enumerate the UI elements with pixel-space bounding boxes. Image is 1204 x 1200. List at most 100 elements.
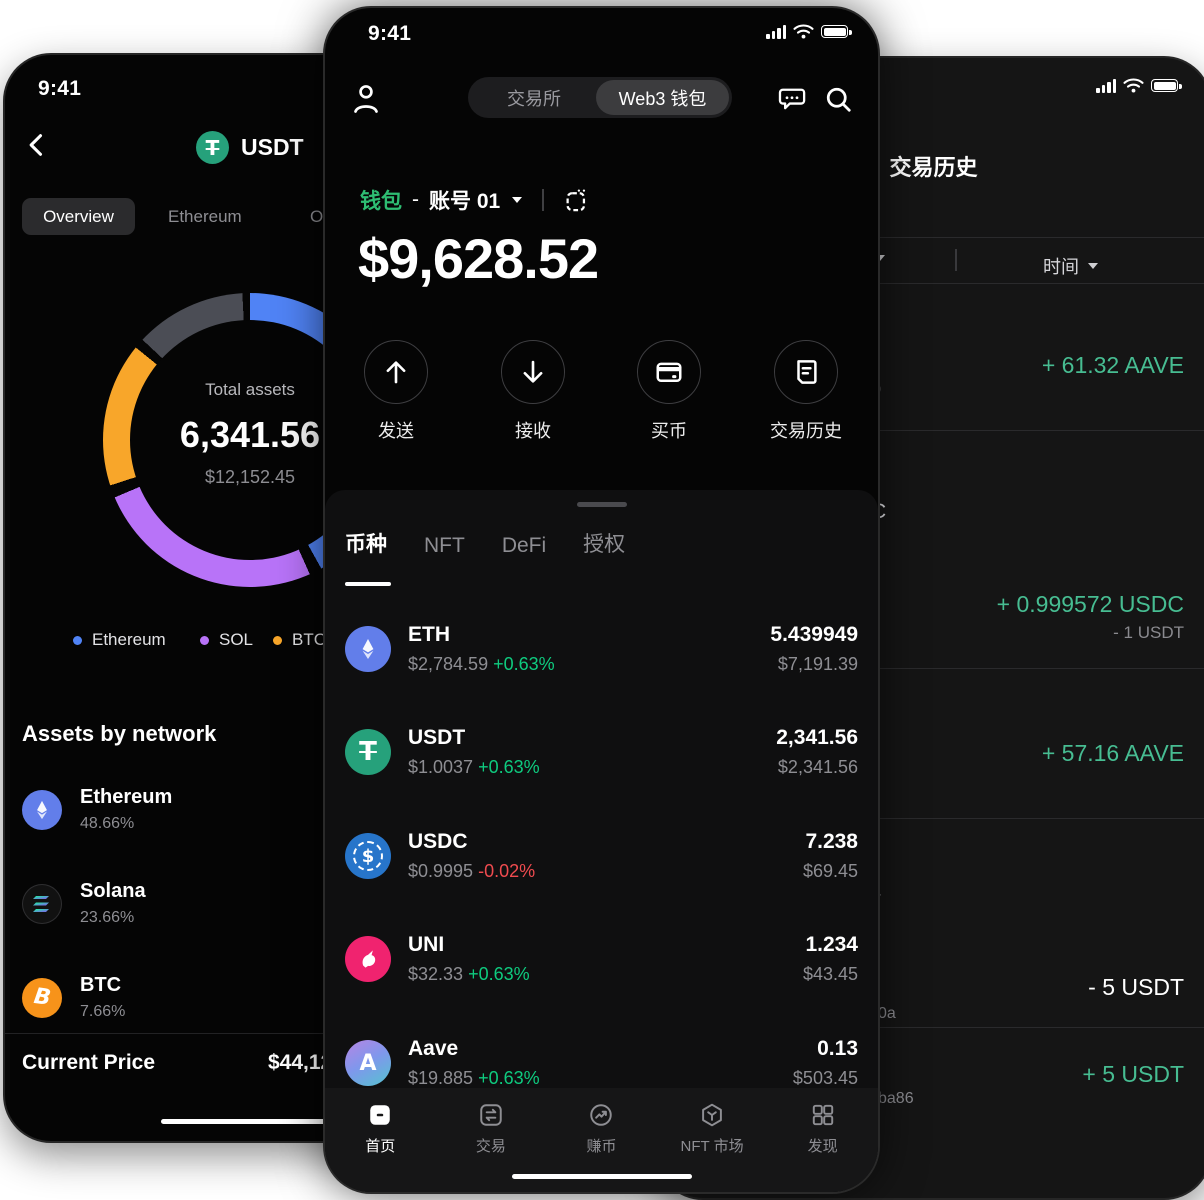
total-assets-usd: $12,152.45	[204, 467, 296, 487]
nav-earn[interactable]: 赚币	[546, 1088, 657, 1192]
home-icon	[370, 1105, 391, 1125]
tab-nft[interactable]: NFT	[424, 534, 465, 557]
token-title: USDT	[241, 134, 304, 160]
tab-exchange[interactable]: 交易所	[507, 88, 561, 109]
chevron-down-icon[interactable]	[512, 197, 523, 203]
transaction-amount[interactable]: + 61.32 AAVE	[1041, 352, 1184, 378]
usdc-icon: $	[345, 833, 391, 879]
separator: -	[412, 188, 419, 211]
wallet-label: 钱包	[360, 190, 402, 213]
filter-divider	[955, 249, 957, 271]
usdt-icon: T	[345, 729, 391, 775]
sort-dropdown[interactable]: 时间	[955, 253, 1186, 279]
status-icons	[1096, 78, 1182, 93]
filter-top-divider	[657, 237, 1204, 238]
signal-icon	[766, 24, 786, 39]
back-icon[interactable]	[23, 131, 51, 159]
change-up: +0.63%	[468, 964, 530, 984]
aave-icon: A	[345, 1040, 391, 1086]
wifi-icon	[793, 24, 814, 39]
transaction-amount[interactable]: + 5 USDT	[1082, 1061, 1184, 1087]
wifi-icon	[1123, 78, 1144, 93]
arrow-up-icon	[386, 361, 406, 384]
change-up: +0.63%	[478, 1068, 540, 1088]
tab-overview[interactable]: Overview	[22, 198, 135, 235]
signal-icon	[1096, 78, 1116, 93]
wallet-account-row: 钱包 - 账号 01	[360, 185, 589, 215]
battery-icon	[821, 25, 852, 38]
copy-account-icon[interactable]	[562, 187, 589, 214]
transaction-amount[interactable]: + 57.16 AAVE	[1041, 740, 1184, 766]
transaction-amount[interactable]: - 5 USDT	[1088, 974, 1184, 1000]
nav-trade[interactable]: 交易	[436, 1088, 547, 1192]
nft-icon	[702, 1103, 722, 1127]
assets-sheet: 币种 NFT DeFi 授权 ETH $2,784.59 +0.63% 5.43…	[325, 490, 878, 1192]
token-row-usdt[interactable]: T USDT $1.0037 +0.63% 2,341.56 $2,341.56	[325, 700, 878, 804]
network-row-solana[interactable]: Solana 23.66%	[22, 880, 146, 927]
legend-ethereum: Ethereum	[73, 630, 166, 650]
home-indicator	[511, 1174, 692, 1179]
token-row-aave[interactable]: A Aave $19.885 +0.63% 0.13 $503.45	[325, 1011, 878, 1115]
tab-ethereum[interactable]: Ethereum	[168, 207, 242, 226]
total-assets-amount: 6,341.56	[179, 414, 321, 455]
sheet-tabs: 币种 NFT DeFi 授权	[345, 528, 625, 558]
buy-crypto-button[interactable]: 买币	[619, 340, 719, 443]
clipped-text-fragment: )	[876, 380, 882, 397]
donut-center: Total assets 6,341.56 $12,152.45	[100, 380, 400, 488]
current-price-label: Current Price	[22, 1051, 156, 1074]
account-label[interactable]: 账号 01	[429, 190, 501, 213]
clipped-text-fragment: -	[876, 886, 882, 903]
address-fragment: ba86	[878, 1090, 914, 1107]
filter-left-caret-fragment[interactable]	[875, 255, 885, 261]
total-balance: $9,628.52	[358, 227, 599, 290]
change-up: +0.63%	[493, 654, 555, 674]
send-button[interactable]: 发送	[346, 340, 446, 443]
solana-icon	[22, 883, 62, 924]
nav-discover[interactable]: 发现	[767, 1088, 878, 1192]
total-assets-label: Total assets	[205, 380, 295, 399]
status-time: 9:41	[38, 77, 82, 100]
token-row-usdc[interactable]: $ USDC $0.9995 -0.02% 7.238 $69.45	[325, 804, 878, 908]
eth-icon	[345, 626, 391, 672]
nav-nft-market[interactable]: NFT 市场	[657, 1088, 768, 1192]
document-icon	[797, 360, 817, 384]
profile-icon[interactable]	[351, 82, 381, 114]
active-tab-underline	[345, 582, 391, 586]
footer-divider	[5, 1033, 558, 1034]
card-icon	[656, 362, 682, 382]
search-icon[interactable]	[823, 84, 853, 114]
tab-approvals[interactable]: 授权	[583, 533, 626, 556]
receive-button[interactable]: 接收	[483, 340, 583, 443]
legend-dot-sol	[200, 635, 209, 645]
sort-label: 时间	[1043, 257, 1079, 277]
earn-icon	[590, 1104, 613, 1126]
status-time: 9:41	[368, 22, 412, 45]
change-down: -0.02%	[478, 861, 536, 881]
chevron-down-icon	[1088, 263, 1098, 269]
token-header: T USDT	[196, 131, 304, 164]
tab-web3-wallet[interactable]: Web3 钱包	[596, 80, 729, 115]
segmented-control: 交易所 Web3 钱包	[468, 77, 732, 118]
transaction-history-button[interactable]: 交易历史	[756, 340, 856, 443]
nav-home[interactable]: 首页	[325, 1088, 436, 1192]
status-icons	[766, 24, 852, 39]
tab-defi[interactable]: DeFi	[501, 534, 547, 557]
current-price-value: $44,12	[268, 1051, 333, 1074]
tab-clipped[interactable]: O	[310, 207, 324, 226]
divider	[542, 189, 544, 211]
token-row-eth[interactable]: ETH $2,784.59 +0.63% 5.439949 $7,191.39	[325, 597, 878, 701]
token-row-uni[interactable]: UNI $32.33 +0.63% 1.234 $43.45	[325, 907, 878, 1011]
address-fragment: 0a	[878, 1005, 896, 1022]
change-up: +0.63%	[478, 757, 540, 777]
chat-icon[interactable]	[777, 84, 807, 114]
drag-handle[interactable]	[576, 502, 627, 507]
arrow-down-icon	[523, 360, 543, 383]
tab-tokens[interactable]: 币种	[345, 533, 387, 556]
transaction-amount[interactable]: + 0.999572 USDC	[996, 591, 1184, 617]
discover-icon	[812, 1104, 833, 1126]
usdt-icon: T	[196, 131, 229, 164]
network-row-btc[interactable]: B BTC 7.66%	[22, 974, 125, 1021]
home-indicator	[161, 1119, 401, 1124]
network-row-ethereum[interactable]: Ethereum 48.66%	[22, 786, 172, 833]
